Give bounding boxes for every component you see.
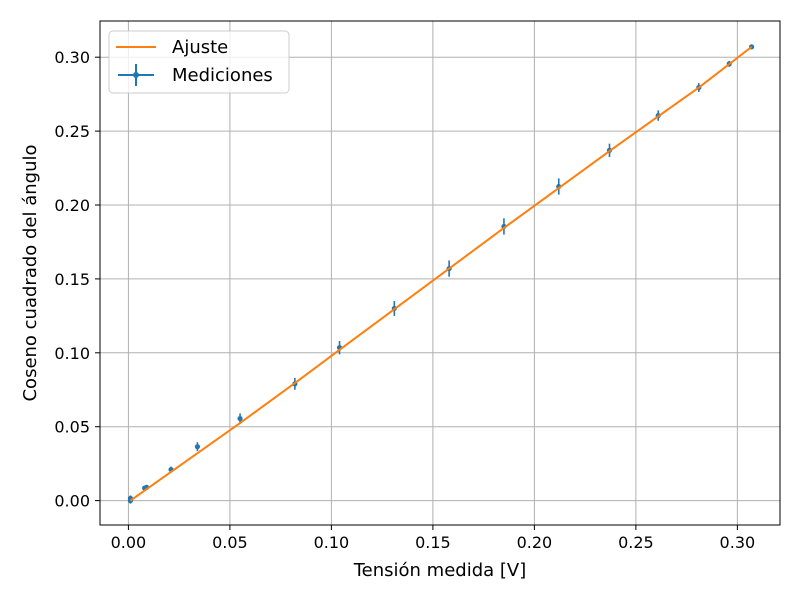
data-point (194, 444, 201, 450)
y-tick-label: 0.00 (54, 492, 90, 511)
x-tick-label: 0.05 (212, 533, 248, 552)
legend-label-ajuste: Ajuste (172, 37, 228, 58)
y-tick-label: 0.05 (54, 418, 90, 437)
legend-label-mediciones: Mediciones (172, 65, 273, 86)
legend-marker-mediciones (118, 64, 154, 86)
x-tick-label: 0.25 (618, 533, 654, 552)
legend: Ajuste Mediciones (108, 30, 290, 94)
y-tick-label: 0.20 (54, 196, 90, 215)
series-layer (127, 44, 755, 504)
x-tick-label: 0.00 (111, 533, 147, 552)
y-axis: 0.00 0.05 0.10 0.15 0.20 0.25 0.30 (54, 48, 100, 511)
grid (100, 21, 780, 525)
x-tick-label: 0.10 (314, 533, 350, 552)
y-axis-label: Coseno cuadrado del ángulo (20, 144, 41, 401)
y-tick-label: 0.30 (54, 48, 90, 67)
y-tick-label: 0.15 (54, 270, 90, 289)
x-axis-label: Tensión medida [V] (353, 560, 527, 581)
x-axis: 0.00 0.05 0.10 0.15 0.20 0.25 0.30 (111, 525, 756, 552)
x-tick-label: 0.20 (517, 533, 553, 552)
x-tick-label: 0.30 (720, 533, 756, 552)
y-tick-label: 0.25 (54, 122, 90, 141)
x-tick-label: 0.15 (415, 533, 451, 552)
data-point (237, 415, 243, 422)
y-tick-label: 0.10 (54, 344, 90, 363)
plot-area-frame (99, 20, 781, 526)
fit-line (129, 46, 753, 502)
